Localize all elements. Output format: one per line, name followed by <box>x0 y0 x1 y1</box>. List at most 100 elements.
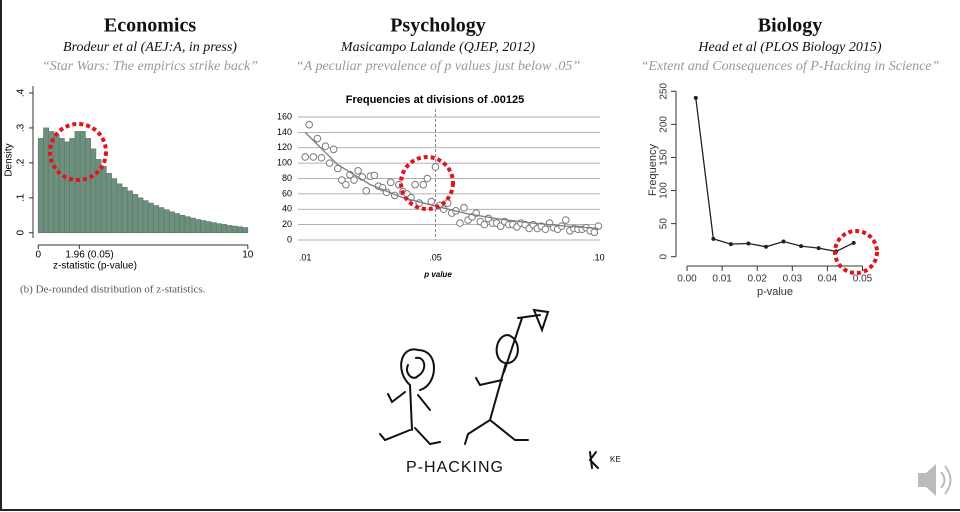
data-point <box>310 154 317 161</box>
y-tick-label: 140 <box>277 127 292 137</box>
y-tick-label: 80 <box>282 173 292 183</box>
y-tick-label: 100 <box>277 158 292 168</box>
x-tick-label: 0.00 <box>677 274 697 285</box>
histogram-bar <box>138 198 143 233</box>
histogram-bar <box>59 138 64 232</box>
data-point <box>343 181 350 188</box>
data-point <box>322 143 329 150</box>
data-point <box>387 179 394 186</box>
slide-background <box>0 0 960 512</box>
data-point <box>542 226 549 233</box>
data-point <box>363 188 370 195</box>
y-tick-label: .3 <box>16 123 27 132</box>
y-tick-label: 0 <box>287 234 292 244</box>
data-point <box>330 146 337 153</box>
y-tick-label: 20 <box>282 219 292 229</box>
y-tick-label: 200 <box>659 116 670 133</box>
data-point <box>562 217 569 224</box>
panel-title: Economics <box>104 15 196 37</box>
y-tick-label: 0 <box>659 253 670 259</box>
histogram-bar <box>70 138 75 232</box>
histogram-bar <box>195 219 200 232</box>
data-point <box>694 96 698 100</box>
data-point <box>432 164 439 171</box>
data-point <box>314 135 321 142</box>
panel-subtitle: Head et al (PLOS Biology 2015) <box>697 40 881 55</box>
x-tick-label: 1.96 (0.05) <box>65 250 113 261</box>
histogram-bar <box>243 228 248 233</box>
x-axis-label: z-statistic (p-value) <box>53 261 137 272</box>
data-point <box>817 246 821 250</box>
x-tick-label: 10 <box>242 250 254 261</box>
histogram-bar <box>154 206 159 233</box>
x-tick-label: 0.01 <box>712 274 732 285</box>
panel-subtitle: Brodeur et al (AEJ:A, in press) <box>63 40 237 55</box>
data-point <box>782 239 786 243</box>
histogram-bar <box>174 214 179 233</box>
histogram-bar <box>227 225 232 232</box>
data-point <box>799 244 803 248</box>
data-point <box>764 245 768 249</box>
histogram-bar <box>43 128 48 233</box>
y-tick-label: 60 <box>282 188 292 198</box>
histogram-bar <box>133 194 138 232</box>
panel-quote: “Extent and Consequences of P-Hacking in… <box>641 59 940 74</box>
chart-title: Frequencies at divisions of .00125 <box>346 94 525 106</box>
figure-caption: (b) De-rounded distribution of z-statist… <box>20 284 206 296</box>
histogram-bar <box>237 227 242 233</box>
slide: Economics Brodeur et al (AEJ:A, in press)… <box>0 0 960 512</box>
y-axis-label: Density <box>4 143 15 176</box>
y-tick-label: 0 <box>16 230 27 236</box>
data-point <box>371 172 378 179</box>
data-point <box>306 121 313 128</box>
histogram-bar <box>185 217 190 233</box>
histogram-bar <box>54 135 59 233</box>
x-tick-label: 0.05 <box>853 274 873 285</box>
drawing-caption: P-HACKING <box>406 459 504 476</box>
data-point <box>318 154 325 161</box>
x-axis-label: p value <box>423 270 452 279</box>
data-point <box>729 242 733 246</box>
x-tick-label: 0.02 <box>747 274 767 285</box>
x-tick-label: 0.03 <box>783 274 803 285</box>
data-point <box>481 221 488 228</box>
histogram-bar <box>127 191 132 233</box>
data-point <box>420 181 427 188</box>
panel-subtitle: Masicampo Lalande (QJEP, 2012) <box>340 40 535 55</box>
histogram-bar <box>169 212 174 233</box>
data-point <box>326 160 333 167</box>
histogram-bar <box>190 218 195 233</box>
x-tick-label: .01 <box>299 252 312 262</box>
y-tick-label: .1 <box>16 193 27 202</box>
data-point <box>302 154 309 161</box>
data-point <box>591 229 598 236</box>
y-tick-label: 50 <box>659 218 670 230</box>
histogram-bar <box>222 224 227 232</box>
histogram-bar <box>159 208 164 233</box>
data-point <box>412 181 419 188</box>
histogram-bar <box>75 131 80 232</box>
y-tick-label: .2 <box>16 158 27 167</box>
y-tick-label: 250 <box>659 83 670 100</box>
histogram-bar <box>112 179 117 233</box>
histogram-bar <box>80 131 85 232</box>
histogram-bar <box>85 138 90 232</box>
panel-quote: “Star Wars: The empirics strike back” <box>42 59 258 74</box>
histogram-bar <box>64 142 69 233</box>
data-point <box>457 220 464 227</box>
histogram-bar <box>206 222 211 233</box>
data-point <box>711 237 715 241</box>
data-point <box>424 175 431 182</box>
y-tick-label: 40 <box>282 204 292 214</box>
panel-title: Psychology <box>390 15 486 37</box>
panel-quote: “A peculiar prevalence of p values just … <box>296 59 580 74</box>
data-point <box>746 241 750 245</box>
data-point <box>355 168 362 175</box>
x-axis-label: p-value <box>757 286 793 298</box>
histogram-bar <box>201 221 206 233</box>
data-point <box>852 241 856 245</box>
panel-title: Biology <box>758 15 822 37</box>
histogram-bar <box>91 149 96 233</box>
data-point <box>351 177 358 184</box>
y-tick-label: .4 <box>16 88 27 97</box>
